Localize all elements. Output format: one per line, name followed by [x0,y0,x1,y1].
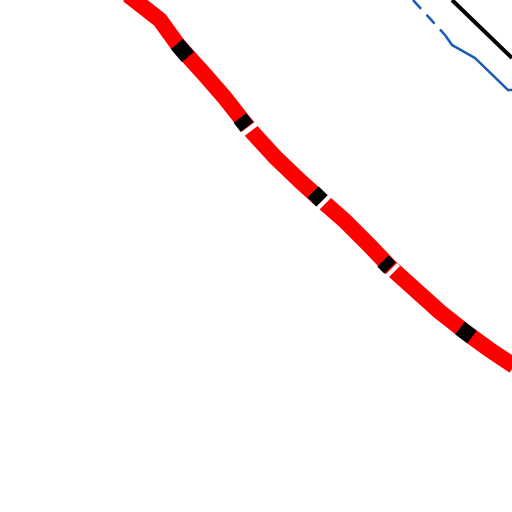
route-separators [170,38,477,344]
gap [384,262,401,279]
gap [315,194,332,211]
route-gaps [241,121,401,279]
blue-dashed-line [412,0,446,36]
separator [455,321,477,344]
separator [170,38,195,63]
black-line [450,0,512,60]
gap [241,121,258,137]
separator [307,186,328,207]
blue-line [443,34,512,92]
separator [377,255,396,274]
separator [233,113,254,132]
